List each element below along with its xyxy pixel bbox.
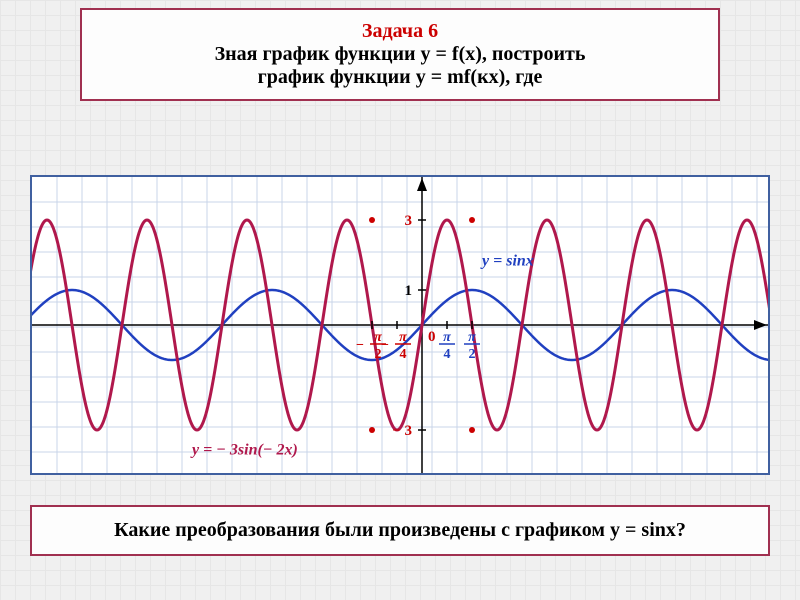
svg-text:3: 3	[405, 213, 413, 229]
svg-text:4: 4	[400, 347, 407, 362]
svg-text:− 3: − 3	[392, 423, 412, 439]
svg-text:0: 0	[428, 329, 436, 345]
title-line3: график функции y = mf(кx), где	[102, 66, 698, 89]
svg-text:−: −	[381, 338, 389, 353]
svg-text:1: 1	[405, 283, 413, 299]
title-box: Задача 6 Зная график функции y = f(x), п…	[80, 8, 720, 101]
chart-container: 31− 30−π2−π4π4π2y = sinxy = − 3sin(− 2x)	[30, 175, 770, 475]
svg-text:π: π	[399, 330, 407, 345]
svg-text:π: π	[443, 330, 451, 345]
svg-text:2: 2	[469, 347, 476, 362]
svg-text:y = sinx: y = sinx	[480, 253, 534, 270]
svg-text:y = − 3sin(− 2x): y = − 3sin(− 2x)	[190, 442, 298, 459]
svg-text:π: π	[468, 330, 476, 345]
svg-text:−: −	[356, 338, 364, 353]
question-box: Какие преобразования были произведены с …	[30, 505, 770, 556]
chart-svg: 31− 30−π2−π4π4π2y = sinxy = − 3sin(− 2x)	[32, 177, 768, 473]
title-line1: Задача 6	[102, 20, 698, 43]
question-text: Какие преобразования были произведены с …	[52, 519, 748, 542]
title-line2: Зная график функции y = f(x), построить	[102, 43, 698, 66]
svg-text:4: 4	[444, 347, 451, 362]
